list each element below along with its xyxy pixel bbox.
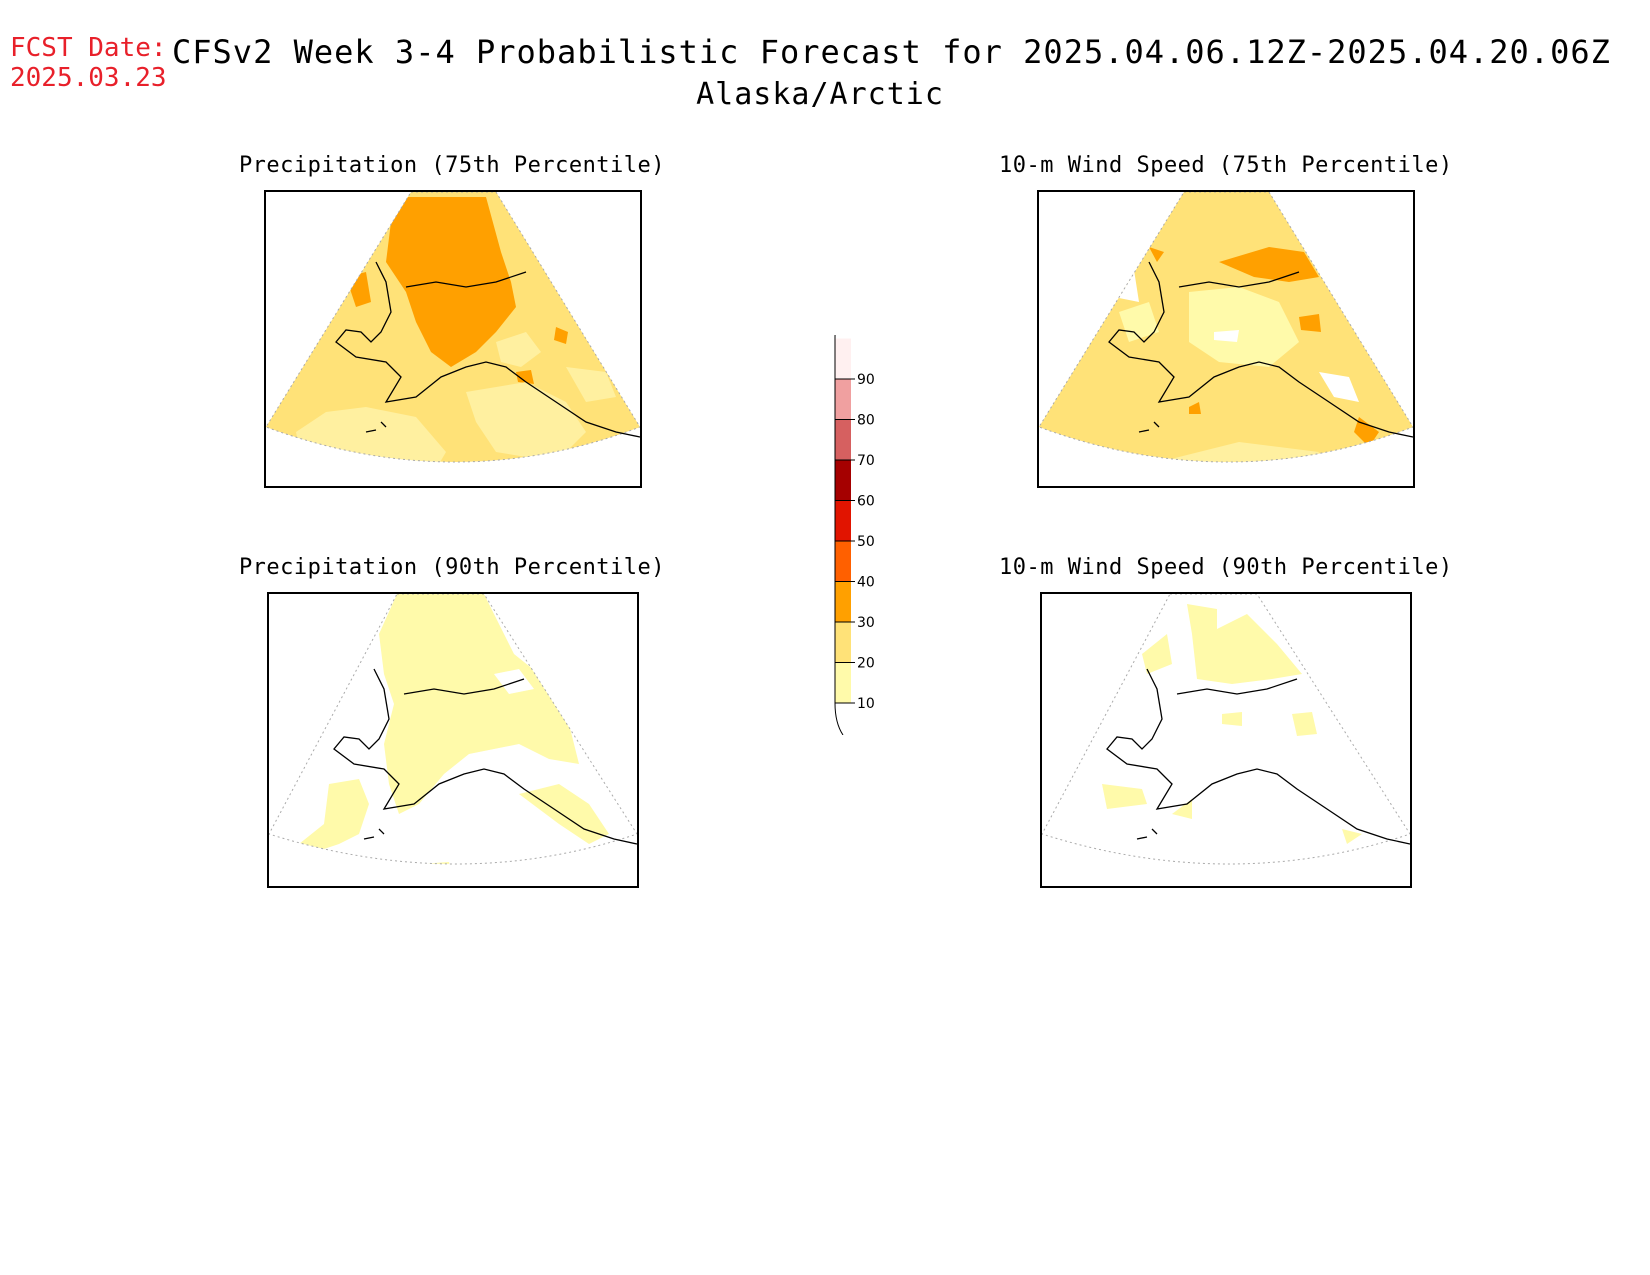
colorbar-tick-label: 50 (857, 534, 875, 550)
colorbar: 10 20 30 40 50 60 70 80 90 (820, 306, 900, 736)
colorbar-tick-label: 10 (857, 696, 875, 712)
map-precip-90 (267, 592, 639, 888)
panel-title-precip-90: Precipitation (90th Percentile) (238, 555, 666, 580)
fcst-date-value: 2025.03.23 (10, 63, 167, 93)
colorbar-tick-label: 30 (857, 615, 875, 631)
region-subtitle: Alaska/Arctic (696, 77, 944, 112)
colorbar-swatch (835, 338, 851, 379)
colorbar-tick-label: 20 (857, 656, 875, 672)
panel-title-wind-75: 10-m Wind Speed (75th Percentile) (999, 153, 1453, 178)
main-title: CFSv2 Week 3-4 Probabilistic Forecast fo… (172, 33, 1611, 71)
colorbar-tick-label: 90 (857, 372, 875, 388)
map-wind-90 (1040, 592, 1412, 888)
colorbar-top-tip (834, 306, 844, 339)
colorbar-swatch (835, 460, 851, 501)
colorbar-swatch (835, 622, 851, 663)
colorbar-tick-label: 60 (857, 494, 875, 510)
colorbar-tick-label: 80 (857, 413, 875, 429)
colorbar-swatch (835, 662, 851, 703)
fcst-date-label: FCST Date: (10, 33, 167, 63)
colorbar-swatch (835, 581, 851, 622)
colorbar-swatch (835, 419, 851, 460)
map-wind-75 (1037, 190, 1415, 488)
colorbar-tick-label: 70 (857, 453, 875, 469)
colorbar-swatch (835, 379, 851, 420)
colorbar-tick-label: 40 (857, 575, 875, 591)
panel-title-precip-75: Precipitation (75th Percentile) (238, 153, 666, 178)
colorbar-swatch (835, 541, 851, 582)
map-precip-75 (264, 190, 642, 488)
colorbar-swatch (835, 500, 851, 541)
panel-title-wind-90: 10-m Wind Speed (90th Percentile) (999, 555, 1453, 580)
forecast-date-block: FCST Date: 2025.03.23 (10, 33, 167, 93)
colorbar-graphic: 10 20 30 40 50 60 70 80 90 (834, 306, 875, 736)
colorbar-bottom-tip (834, 702, 844, 736)
